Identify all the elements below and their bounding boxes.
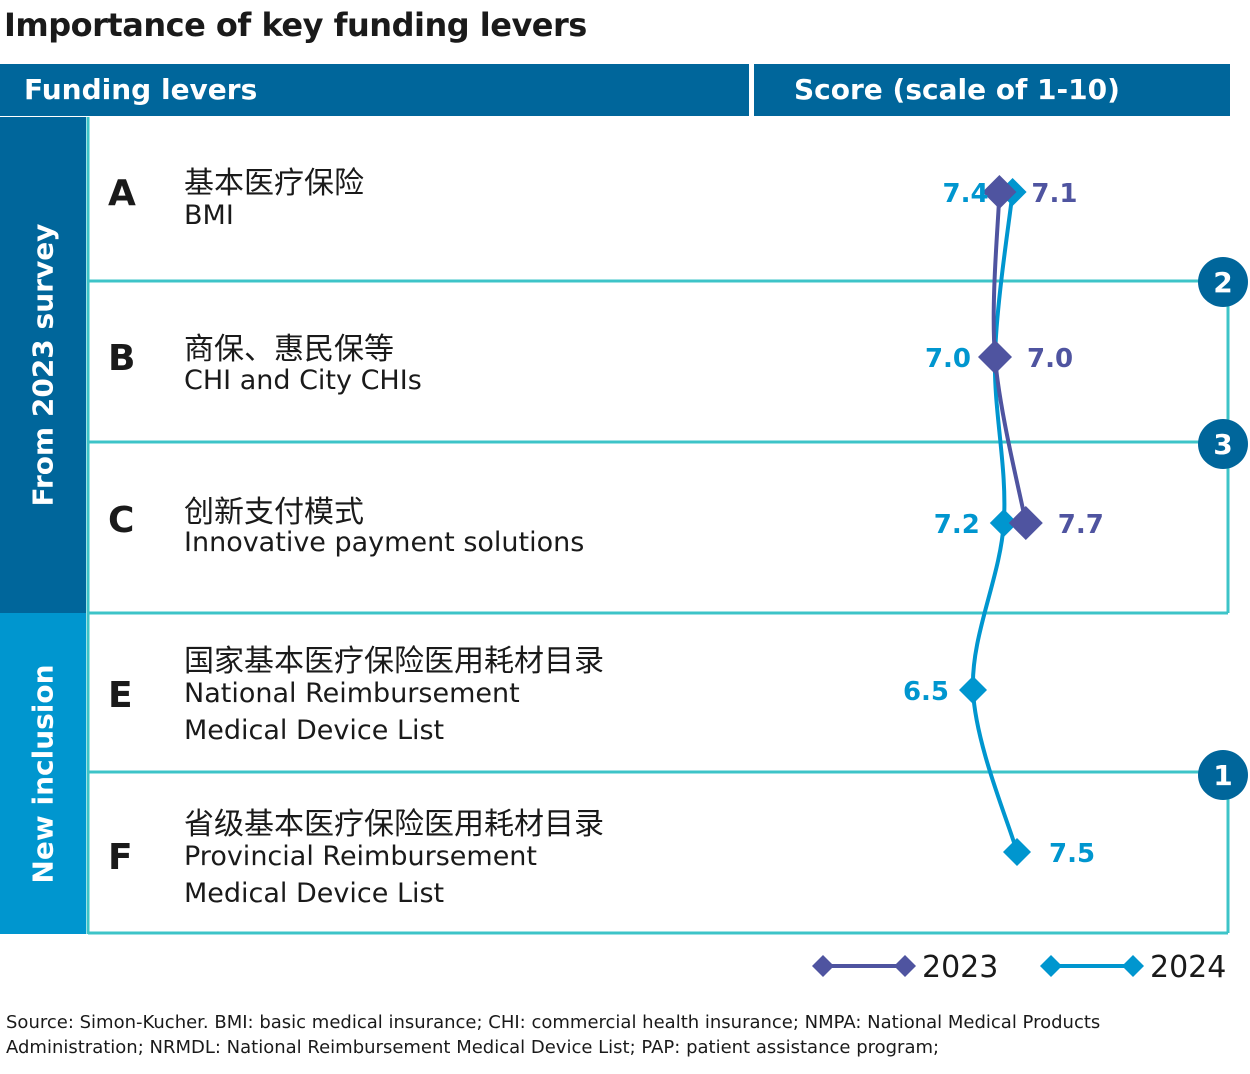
row-en-label: Medical Device List <box>184 715 445 746</box>
point-2024-C <box>989 509 1018 537</box>
header-score: Score (scale of 1-10) <box>754 64 1230 116</box>
legend-label-2024: 2024 <box>1150 950 1226 985</box>
legend-item-2024: 2024 <box>1040 950 1226 985</box>
data-label-2024-B: 7.0 <box>925 344 971 374</box>
chart-title: Importance of key funding levers <box>4 6 587 44</box>
legend-marker-2023 <box>812 955 834 977</box>
row-f: F 省级基本医疗保险医用耗材目录 Provincial Reimbursemen… <box>88 773 1228 933</box>
point-2024-E <box>959 676 987 704</box>
row-b: B 商保、惠民保等 CHI and City CHIs <box>88 282 1228 442</box>
row-cn-label: 国家基本医疗保险医用耗材目录 <box>184 644 604 679</box>
row-frames <box>86 117 1230 935</box>
chart-overlay: 2 3 1 7.1 7.0 7.7 7.4 7.0 7.2 6.5 7.5 2023 2024 <box>86 117 1248 985</box>
row-cn-label: 省级基本医疗保险医用耗材目录 <box>184 807 604 842</box>
legend: 2023 2024 <box>812 950 1226 985</box>
rank-badge-circle <box>1198 750 1248 800</box>
rank-badge-b: 2 <box>1198 257 1248 307</box>
rank-badge-circle <box>1198 257 1248 307</box>
legend-label-2023: 2023 <box>922 950 998 985</box>
group-new-inclusion: New inclusion <box>0 613 86 934</box>
group-from-2023-survey: From 2023 survey <box>0 117 86 613</box>
data-label-2023-C: 7.7 <box>1058 510 1104 540</box>
row-cn-label: 基本医疗保险 <box>184 166 364 201</box>
rank-badge-label: 3 <box>1213 428 1232 461</box>
row-en-label: Provincial Reimbursement <box>184 841 538 872</box>
rank-badge-label: 2 <box>1213 266 1232 299</box>
row-letter: B <box>108 338 136 379</box>
row-letter: F <box>108 837 133 878</box>
legend-item-2023: 2023 <box>812 950 998 985</box>
row-en-label: BMI <box>184 200 234 231</box>
data-label-2023-B: 7.0 <box>1027 344 1073 374</box>
legend-marker-2023 <box>894 955 916 977</box>
data-label-2024-A: 7.4 <box>943 179 989 209</box>
legend-marker-2024 <box>1040 955 1062 977</box>
data-label-2024-F: 7.5 <box>1049 839 1095 869</box>
rank-badge-label: 1 <box>1213 759 1232 792</box>
row-en-label: National Reimbursement <box>184 678 520 709</box>
chart-series: 7.1 7.0 7.7 7.4 7.0 7.2 6.5 7.5 <box>903 175 1104 869</box>
rank-badge-circle <box>1198 419 1248 469</box>
row-c: C 创新支付模式 Innovative payment solutions <box>88 443 1228 613</box>
legend-marker-2024 <box>1122 955 1144 977</box>
row-en-label: CHI and City CHIs <box>184 365 422 396</box>
row-en-label: Innovative payment solutions <box>184 527 585 558</box>
header-funding-levers: Funding levers <box>0 64 749 116</box>
row-letter: E <box>108 675 133 716</box>
point-2023-B <box>978 340 1012 374</box>
row-letter: A <box>108 173 136 214</box>
data-label-2023-A: 7.1 <box>1031 179 1077 209</box>
rank-badge-f: 1 <box>1198 750 1248 800</box>
source-note: Source: Simon-Kucher. BMI: basic medical… <box>6 1012 1101 1058</box>
row-a: A 基本医疗保险 BMI <box>88 117 1228 281</box>
row-cn-label: 商保、惠民保等 <box>184 332 394 367</box>
data-label-2024-C: 7.2 <box>934 510 980 540</box>
data-label-2024-E: 6.5 <box>903 677 949 707</box>
point-2023-A <box>982 175 1017 209</box>
row-letter: C <box>108 500 135 541</box>
point-2024-F <box>1003 838 1031 866</box>
rank-badge-c: 3 <box>1198 419 1248 469</box>
row-e: E 国家基本医疗保险医用耗材目录 National Reimbursement … <box>88 614 1228 772</box>
point-2023-C <box>1008 506 1043 540</box>
row-cn-label: 创新支付模式 <box>184 495 364 530</box>
row-en-label: Medical Device List <box>184 878 445 909</box>
